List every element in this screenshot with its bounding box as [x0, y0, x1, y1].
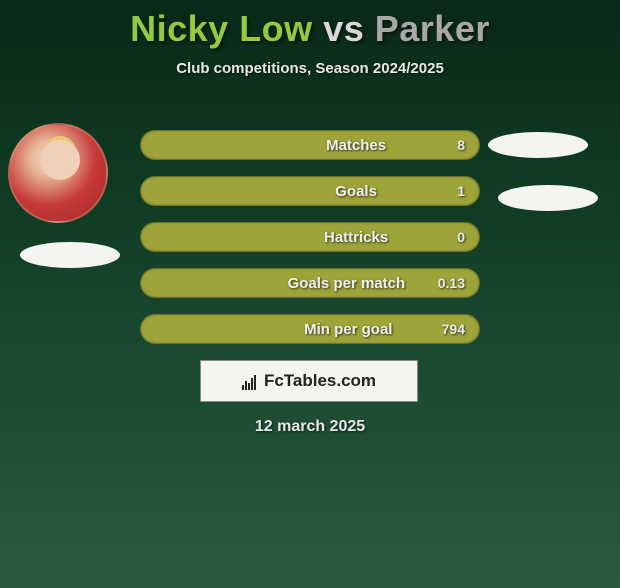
brand-text: FcTables.com [264, 371, 376, 391]
subtitle: Club competitions, Season 2024/2025 [0, 60, 620, 77]
stat-row-goals-per-match: Goals per match 0.13 [140, 268, 480, 298]
player1-name: Nicky Low [130, 8, 313, 49]
player1-pill [20, 242, 120, 268]
player2-name: Parker [375, 8, 490, 49]
stat-row-hattricks: Hattricks 0 [140, 222, 480, 252]
stat-value: 8 [457, 137, 465, 153]
date-label: 12 march 2025 [0, 418, 620, 436]
player2-pill-1 [488, 132, 588, 158]
stat-value: 0.13 [438, 275, 465, 291]
player2-pill-2 [498, 185, 598, 211]
vs-label: vs [323, 8, 364, 49]
brand-link[interactable]: FcTables.com [200, 360, 418, 402]
stat-label: Matches [155, 137, 457, 154]
stat-row-goals: Goals 1 [140, 176, 480, 206]
stat-label: Goals [155, 183, 457, 200]
chart-icon [242, 372, 260, 390]
stat-label: Goals per match [155, 275, 438, 292]
comparison-title: Nicky Low vs Parker [0, 8, 620, 50]
stat-label: Hattricks [155, 229, 457, 246]
stat-value: 1 [457, 183, 465, 199]
player1-avatar [8, 123, 108, 223]
stat-value: 794 [442, 321, 465, 337]
stat-row-min-per-goal: Min per goal 794 [140, 314, 480, 344]
stat-label: Min per goal [155, 321, 442, 338]
stat-row-matches: Matches 8 [140, 130, 480, 160]
stat-bars: Matches 8 Goals 1 Hattricks 0 Goals per … [140, 130, 480, 360]
stat-value: 0 [457, 229, 465, 245]
